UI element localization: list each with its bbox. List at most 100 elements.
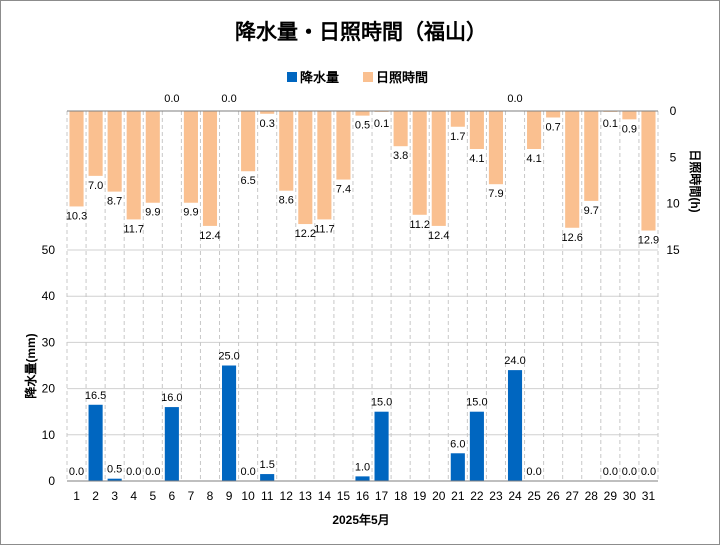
x-tick-label: 3 xyxy=(111,489,118,503)
x-tick-label: 29 xyxy=(604,489,618,503)
sunshine-bar xyxy=(393,111,408,147)
x-tick-label: 14 xyxy=(318,489,332,503)
sunshine-bar xyxy=(126,111,141,220)
rain-data-label: 0.0 xyxy=(240,466,255,478)
legend-swatch-rain xyxy=(287,72,297,82)
sunshine-data-label: 1.7 xyxy=(450,131,465,143)
left-tick-label: 40 xyxy=(42,289,56,303)
x-tick-label: 6 xyxy=(169,489,176,503)
sunshine-bar xyxy=(317,111,332,220)
sunshine-data-label: 7.9 xyxy=(488,188,503,200)
x-tick-label: 25 xyxy=(527,489,541,503)
sunshine-data-label: 0.0 xyxy=(507,93,522,105)
right-tick-label: 10 xyxy=(666,197,680,211)
rain-data-label: 15.0 xyxy=(466,397,487,409)
sunshine-bar xyxy=(145,111,160,203)
rain-data-label: 1.0 xyxy=(355,461,370,473)
x-tick-label: 17 xyxy=(375,489,389,503)
sunshine-bars xyxy=(69,111,656,231)
sunshine-bar xyxy=(546,111,561,118)
rain-bar xyxy=(221,365,237,481)
sunshine-bar xyxy=(622,111,637,120)
sunshine-bar xyxy=(584,111,599,201)
x-tick-label: 11 xyxy=(261,489,274,503)
rain-data-label: 25.0 xyxy=(218,351,239,363)
x-tick-label: 2 xyxy=(92,489,99,503)
sunshine-bar xyxy=(69,111,84,207)
sunshine-data-label: 9.9 xyxy=(183,207,198,219)
sunshine-data-label: 7.0 xyxy=(88,180,103,192)
legend-swatch-sunshine xyxy=(363,72,373,82)
x-tick-label: 8 xyxy=(207,489,214,503)
gridlines xyxy=(66,111,659,481)
x-tick-label: 26 xyxy=(546,489,560,503)
sunshine-data-label: 6.5 xyxy=(240,175,255,187)
sunshine-bar xyxy=(527,111,542,149)
right-axis-title: 日照時間(h) xyxy=(688,149,703,212)
left-tick-label: 50 xyxy=(42,243,56,257)
legend-label-sunshine: 日照時間 xyxy=(376,70,428,85)
sunshine-data-label: 3.8 xyxy=(393,150,408,162)
sunshine-bar xyxy=(450,111,465,127)
x-tick-label: 31 xyxy=(642,489,656,503)
rain-data-label: 0.0 xyxy=(603,466,618,478)
sunshine-data-label: 12.4 xyxy=(199,230,220,242)
x-tick-label: 20 xyxy=(432,489,446,503)
right-tick-label: 0 xyxy=(670,104,677,118)
sunshine-data-label: 7.4 xyxy=(336,184,351,196)
sunshine-data-label: 10.3 xyxy=(66,210,87,222)
sunshine-data-label: 0.0 xyxy=(221,93,236,105)
legend: 降水量 日照時間 xyxy=(287,70,428,85)
sunshine-bar xyxy=(412,111,427,215)
rain-data-label: 0.0 xyxy=(145,466,160,478)
sunshine-data-label: 11.7 xyxy=(123,223,144,235)
sunshine-bar xyxy=(107,111,122,192)
x-tick-label: 7 xyxy=(188,489,195,503)
x-tick-label: 28 xyxy=(585,489,599,503)
sunshine-bar xyxy=(279,111,294,191)
x-tick-label: 5 xyxy=(149,489,156,503)
rain-data-label: 16.0 xyxy=(161,392,182,404)
rain-bar xyxy=(374,411,389,481)
rain-data-label: 0.0 xyxy=(622,466,637,478)
rain-data-label: 0.0 xyxy=(641,466,656,478)
left-axis-ticks: 0 10 20 30 40 50 xyxy=(42,243,56,488)
sunshine-data-label: 4.1 xyxy=(526,153,541,165)
rain-bar xyxy=(260,474,275,481)
sunshine-bar xyxy=(641,111,656,231)
sunshine-data-label: 0.5 xyxy=(355,120,370,132)
left-tick-label: 0 xyxy=(48,474,55,488)
sunshine-bar xyxy=(469,111,484,149)
sunshine-data-label: 12.4 xyxy=(428,230,449,242)
axes xyxy=(67,110,658,482)
sunshine-bar xyxy=(183,111,198,203)
sunshine-bar xyxy=(260,111,275,114)
sunshine-bar xyxy=(241,111,256,172)
rain-bar xyxy=(355,476,370,481)
x-axis-ticks: 1 2 3 4 5 6 7 8 9 10 11 12 13 14 15 16 17 18 19 20 21 22 23 24 2… xyxy=(73,489,655,503)
sunshine-data-label: 0.9 xyxy=(622,123,637,135)
sunshine-data-label: 8.7 xyxy=(107,196,122,208)
sunshine-data-label: 0.3 xyxy=(260,118,275,130)
x-tick-label: 16 xyxy=(356,489,370,503)
x-tick-label: 13 xyxy=(299,489,313,503)
sunshine-data-labels: 10.37.08.711.79.90.09.912.40.06.50.38.61… xyxy=(66,93,659,247)
sunshine-data-label: 4.1 xyxy=(469,153,484,165)
rain-bar xyxy=(107,478,122,481)
rain-data-label: 0.0 xyxy=(526,466,541,478)
sunshine-data-label: 0.1 xyxy=(374,118,389,130)
x-tick-label: 22 xyxy=(470,489,484,503)
rain-data-label: 16.5 xyxy=(85,390,106,402)
sunshine-data-label: 11.2 xyxy=(409,219,430,231)
x-tick-label: 27 xyxy=(566,489,580,503)
sunshine-data-label: 8.6 xyxy=(279,195,294,207)
x-tick-label: 9 xyxy=(226,489,233,503)
x-tick-label: 21 xyxy=(451,489,465,503)
right-tick-label: 15 xyxy=(666,243,680,257)
x-tick-label: 15 xyxy=(337,489,351,503)
rain-data-label: 15.0 xyxy=(371,397,392,409)
sunshine-data-label: 12.9 xyxy=(638,235,659,247)
sunshine-data-label: 9.7 xyxy=(584,205,599,217)
